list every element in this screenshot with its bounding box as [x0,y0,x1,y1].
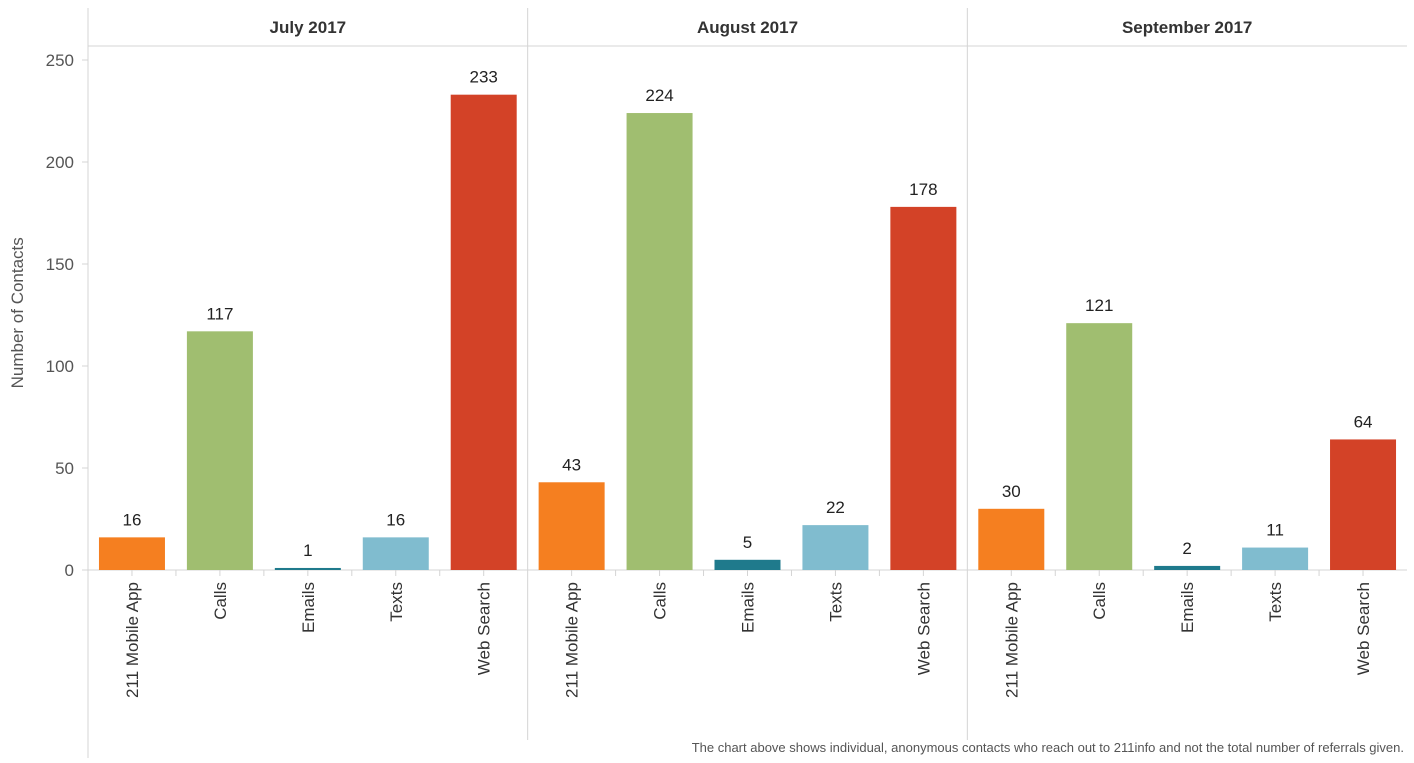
data-labels: 16 117 1 16 233 43 224 5 22 178 30 121 2 11 64 [123,68,1373,560]
y-tick-label: 100 [46,357,74,376]
bar [802,525,869,570]
bar-value-label: 11 [1266,521,1284,540]
panel-title: July 2017 [270,18,347,37]
y-tick-label: 150 [46,255,74,274]
bar [538,482,605,570]
bar-value-label: 5 [743,533,752,552]
x-axis: 211 Mobile App Calls Emails Texts Web Search… [123,570,1373,698]
x-category-label: Calls [651,582,670,620]
y-tick-label: 50 [55,459,74,478]
bar [274,567,341,570]
chart-frame [87,8,1407,758]
bar [978,508,1045,570]
y-tick-label: 0 [65,561,74,580]
bar [186,331,253,570]
x-category-label: 211 Mobile App [123,582,142,698]
x-category-label: Texts [826,582,845,622]
panel-title: September 2017 [1122,18,1252,37]
x-category-label: Web Search [475,582,494,675]
x-category-label: Calls [1090,582,1109,620]
bar-value-label: 178 [909,180,937,199]
bar-value-label: 22 [826,498,845,517]
bar [450,94,517,571]
bar-value-label: 16 [386,510,405,529]
bar-value-label: 2 [1182,539,1191,558]
x-category-label: Web Search [914,582,933,675]
x-category-label: Texts [1266,582,1285,622]
bars [98,94,1397,571]
x-category-label: Texts [387,582,406,622]
y-tick-label: 200 [46,153,74,172]
bar-value-label: 16 [123,510,142,529]
x-category-label: Emails [299,582,318,633]
bar [1066,323,1133,570]
panel-title: August 2017 [697,18,798,37]
panel-headers: July 2017 August 2017 September 2017 [270,18,1253,37]
footnote: The chart above shows individual, anonym… [692,740,1404,755]
bar [1154,565,1221,570]
x-category-label: Emails [739,582,758,633]
bar-value-label: 1 [303,541,312,560]
bar-value-label: 121 [1085,296,1113,315]
bar-value-label: 43 [562,455,581,474]
bar-value-label: 224 [645,86,673,105]
x-category-label: 211 Mobile App [1002,582,1021,698]
bar [890,206,957,570]
x-category-label: Emails [1178,582,1197,633]
bar [626,113,693,570]
bar-value-label: 233 [470,68,498,87]
bar-value-label: 64 [1354,412,1373,431]
bar-value-label: 30 [1002,482,1021,501]
x-category-label: 211 Mobile App [563,582,582,698]
bar-value-label: 117 [206,304,233,323]
bar [714,559,781,570]
bar [98,537,165,570]
bar [1330,439,1397,570]
x-category-label: Web Search [1354,582,1373,675]
bar [1242,547,1309,570]
bar [362,537,429,570]
y-tick-label: 250 [46,51,74,70]
x-category-label: Calls [211,582,230,620]
y-axis-title: Number of Contacts [8,237,27,388]
y-axis: 0 50 100 150 200 250 Number of Contacts [8,51,88,580]
